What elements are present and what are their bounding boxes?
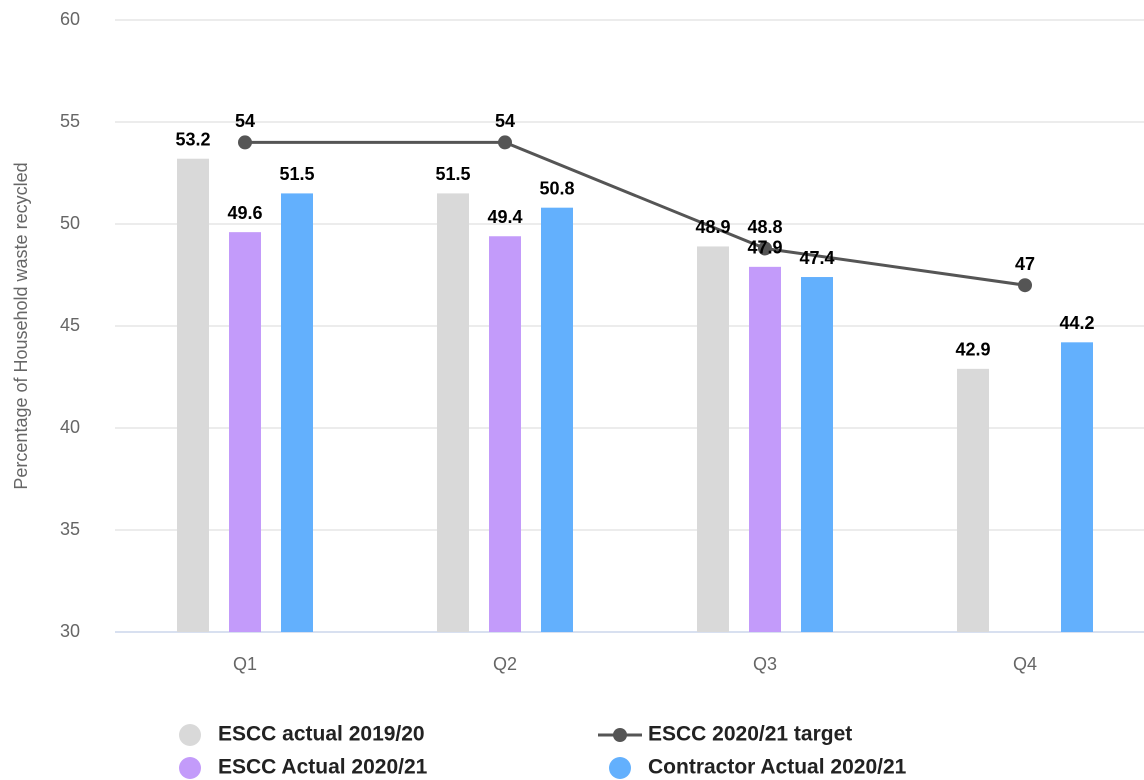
target-point: [238, 135, 252, 150]
x-tick-label: Q2: [493, 654, 517, 674]
target-point: [758, 241, 772, 256]
y-tick-label: 30: [60, 621, 80, 641]
data-label: 54: [235, 111, 255, 131]
data-label: 47.9: [747, 238, 782, 258]
data-label: 51.5: [279, 164, 314, 184]
legend-marker: [609, 757, 631, 779]
legend-marker: [179, 757, 201, 779]
bar: [1061, 342, 1093, 632]
data-label: 53.2: [175, 129, 210, 149]
x-tick-label: Q4: [1013, 654, 1037, 674]
data-label: 49.4: [487, 207, 522, 227]
data-label: 51.5: [435, 164, 470, 184]
bar: [749, 266, 781, 632]
bar: [281, 193, 313, 632]
target-point: [1018, 278, 1032, 293]
x-tick-label: Q3: [753, 654, 777, 674]
legend-marker: [613, 728, 627, 742]
data-label: 48.9: [695, 217, 730, 237]
y-tick-label: 55: [60, 111, 80, 131]
bar: [957, 368, 989, 632]
bar: [697, 246, 729, 632]
y-tick-label: 40: [60, 417, 80, 437]
bar: [489, 236, 521, 633]
legend-label: Contractor Actual 2020/21: [648, 756, 907, 779]
legend-label: ESCC 2020/21 target: [648, 723, 852, 746]
x-tick-label: Q1: [233, 654, 257, 674]
legend-label: ESCC actual 2019/20: [218, 723, 425, 746]
data-label: 47: [1015, 254, 1035, 274]
data-label: 54: [495, 111, 515, 131]
bar: [801, 277, 833, 632]
y-tick-label: 35: [60, 519, 80, 539]
bar: [177, 158, 209, 632]
data-label: 47.4: [799, 248, 834, 268]
y-tick-label: 60: [60, 9, 80, 29]
data-label: 50.8: [539, 178, 574, 198]
target-line: [245, 140, 1026, 287]
y-axis-label: Percentage of Household waste recycled: [11, 162, 31, 489]
data-label: 44.2: [1059, 313, 1094, 333]
y-tick-label: 45: [60, 315, 80, 335]
y-tick-label: 50: [60, 213, 80, 233]
bar: [437, 193, 469, 632]
data-label: 49.6: [227, 203, 262, 223]
data-label: 48.8: [747, 217, 782, 237]
legend-marker: [179, 724, 201, 746]
target-point: [498, 135, 512, 150]
bar: [229, 232, 261, 632]
data-label: 42.9: [955, 340, 990, 360]
legend-label: ESCC Actual 2020/21: [218, 756, 428, 779]
bar: [541, 207, 573, 632]
